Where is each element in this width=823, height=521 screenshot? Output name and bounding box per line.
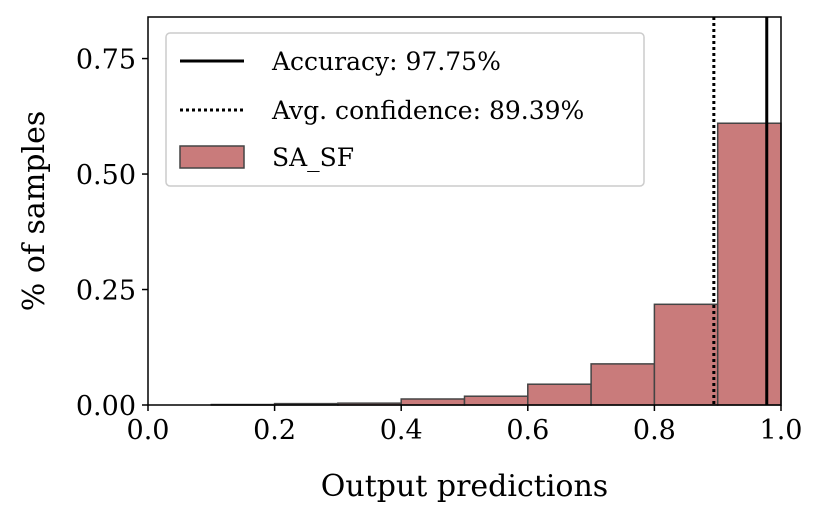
histogram-bar-7 [590,363,656,406]
legend-accuracy-label: Accuracy: 97.75% [271,47,501,76]
plot-frame [147,16,782,406]
y-axis-label: % of samples [17,111,52,311]
reference-lines [712,17,769,405]
x-tick-label: 0.4 [380,415,423,446]
histogram-bar-5 [463,395,529,406]
x-tick-label: 0.0 [127,415,170,446]
histogram-bar-9 [716,122,782,406]
histogram-bar-6 [527,383,592,406]
y-tick-label: 0.75 [76,45,136,76]
histogram-bars [210,122,782,406]
y-tick-label: 0.00 [76,391,136,422]
x-tick-label: 1.0 [760,415,803,446]
legend: Accuracy: 97.75% Avg. confidence: 89.39%… [165,32,645,187]
legend-series-patch [179,145,245,169]
x-tick-label: 0.6 [506,415,549,446]
histogram-bar-8 [653,303,719,406]
x-axis-ticks: 0.0 0.2 0.4 0.6 0.8 1.0 [127,405,803,446]
y-tick-label: 0.50 [76,160,136,191]
x-tick-label: 0.8 [633,415,676,446]
legend-confidence-label: Avg. confidence: 89.39% [271,96,584,125]
y-tick-label: 0.25 [76,276,136,307]
legend-box [165,32,645,187]
histogram-bar-4 [400,398,466,406]
x-tick-label: 0.2 [253,415,296,446]
legend-series-label: SA_SF [272,143,354,172]
x-axis-label: Output predictions [321,469,608,504]
y-axis-ticks: 0.00 0.25 0.50 0.75 [76,45,148,422]
